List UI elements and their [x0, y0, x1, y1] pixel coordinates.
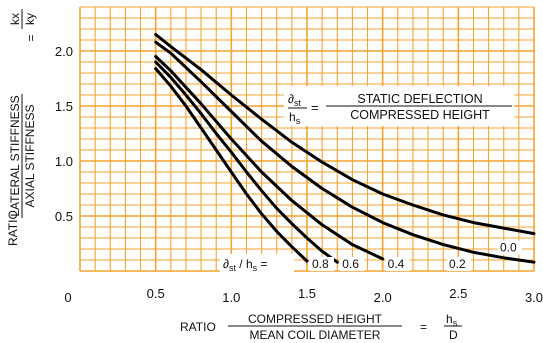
y-tick-label: 1.5 [55, 99, 73, 114]
chart-curves [154, 33, 536, 264]
x-axis-h-num: hs [446, 312, 458, 328]
curve-0-6 [154, 60, 339, 264]
curve-legend-equals: = [257, 257, 267, 271]
x-tick-label: 0 [64, 290, 71, 305]
y-axis-label: RATIO LATERAL STIFFNESS AXIAL STIFFNESS … [6, 9, 38, 246]
x-tick-label: 2.0 [374, 290, 392, 305]
series-label-background [447, 257, 471, 271]
annotation-numerator: STATIC DEFLECTION [357, 92, 482, 106]
curve-0-4 [154, 55, 385, 261]
x-axis-denominator: MEAN COIL DIAMETER [250, 328, 381, 342]
series-label-0-6: 0.6 [342, 257, 359, 271]
x-axis-equals: = [420, 320, 427, 334]
ratio-annotation: ∂st hs = STATIC DEFLECTION COMPRESSED HE… [284, 86, 514, 126]
annotation-symbol-num: ∂st [288, 92, 301, 108]
curve-legend-background [220, 254, 294, 274]
axis-ticks: 0 0.5 1.0 1.5 2.0 2.5 3.0 0.5 1.0 1.5 2.0 [55, 44, 543, 305]
y-axis-ratio: RATIO [6, 210, 20, 246]
series-label-0-0: 0.0 [500, 241, 517, 255]
x-axis-label: RATIO COMPRESSED HEIGHT MEAN COIL DIAMET… [180, 312, 462, 342]
curve-0-0 [154, 33, 536, 236]
annotation-symbol-den-sub: s [296, 116, 301, 126]
series-label-background [310, 257, 334, 271]
y-axis-k-den: ky [23, 13, 37, 25]
x-tick-label: 0.5 [147, 286, 165, 301]
chart-grid [79, 6, 535, 272]
series-label-background [498, 240, 522, 255]
x-tick-label: 1.5 [298, 286, 316, 301]
series-label-0-2: 0.2 [449, 257, 466, 271]
y-axis-numerator: LATERAL STIFFNESS [8, 95, 22, 216]
x-axis-h-sub: s [453, 318, 458, 328]
series-label-background [340, 257, 365, 271]
series-label-0-4: 0.4 [388, 257, 405, 271]
curve-0-8 [154, 67, 309, 263]
curve-legend-sub2: s [253, 263, 258, 273]
series-label-background [385, 257, 410, 271]
x-tick-label: 1.0 [222, 290, 240, 305]
curve-0-2 [154, 40, 536, 264]
y-tick-label: 1.0 [55, 154, 73, 169]
annotation-equals: = [311, 100, 319, 115]
annotation-denominator: COMPRESSED HEIGHT [350, 108, 490, 122]
curve-legend-slash: / h [236, 257, 253, 271]
y-axis-denominator: AXIAL STIFFNESS [23, 105, 37, 208]
curve-legend-text: ∂st / hs = [223, 257, 267, 273]
x-tick-label: 3.0 [525, 290, 543, 305]
x-axis-h-den: D [449, 328, 458, 342]
series-labels: 0.8 0.6 0.4 0.2 0.0 [310, 240, 522, 271]
y-tick-label: 0.5 [55, 209, 73, 224]
annotation-symbol-num-sub: st [294, 98, 302, 108]
y-tick-label: 2.0 [55, 44, 73, 59]
y-axis-equals: = [24, 34, 38, 41]
series-label-0-8: 0.8 [312, 257, 329, 271]
y-axis-k-num: kx [8, 13, 22, 25]
curve-legend-sub: st [229, 263, 237, 273]
x-axis-numerator: COMPRESSED HEIGHT [248, 312, 383, 326]
annotation-symbol-den: hs [289, 110, 301, 126]
curve-legend: ∂st / hs = [220, 254, 294, 274]
x-tick-label: 2.5 [449, 286, 467, 301]
x-axis-ratio: RATIO [180, 320, 216, 334]
